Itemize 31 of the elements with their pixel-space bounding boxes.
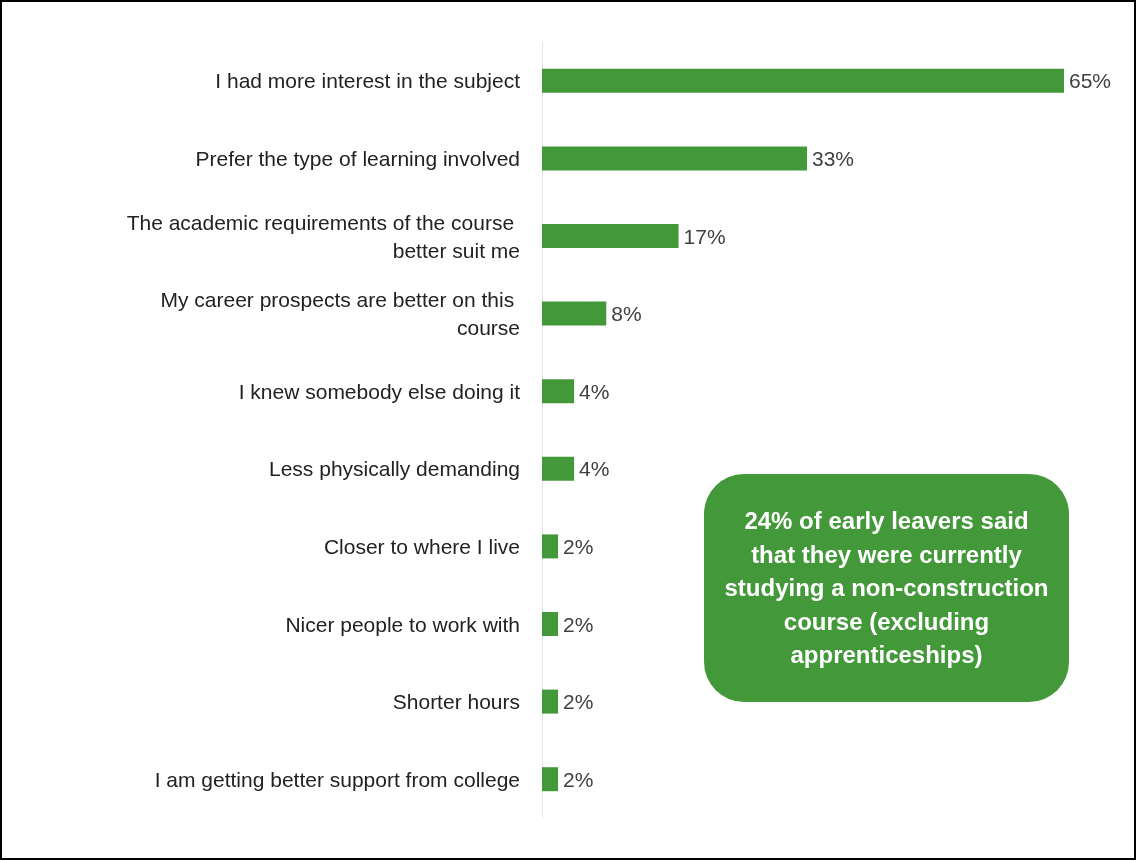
data-label: 33% xyxy=(812,146,855,170)
y-tick-label: Prefer the type of learning involved xyxy=(195,146,520,170)
bar xyxy=(542,301,607,326)
data-label: 2% xyxy=(563,690,594,714)
bar xyxy=(542,612,559,636)
bar xyxy=(542,534,559,559)
data-label: 2% xyxy=(563,612,594,636)
data-label: 2% xyxy=(563,534,594,558)
callout-box: 24% of early leavers said that they were currently studying a non-construction course (excluding apprenticeships) xyxy=(704,474,1069,702)
bar xyxy=(542,767,559,792)
data-label: 8% xyxy=(611,302,642,326)
y-tick-label: My career prospects are better on this course xyxy=(160,288,520,340)
bar xyxy=(542,146,808,171)
data-label: 4% xyxy=(579,379,610,403)
bar xyxy=(542,68,1064,93)
bar xyxy=(542,379,575,404)
y-tick-label: I am getting better support from college xyxy=(154,767,520,791)
y-tick-label: Less physically demanding xyxy=(269,457,520,481)
y-tick-label: Closer to where I live xyxy=(323,534,520,558)
y-tick-label: The academic requirements of the course better suit me xyxy=(126,210,520,262)
bar xyxy=(542,689,559,714)
y-tick-label: I had more interest in the subject xyxy=(215,69,521,93)
data-label: 2% xyxy=(563,767,594,791)
y-tick-label: I knew somebody else doing it xyxy=(238,379,521,403)
bar xyxy=(542,456,575,481)
data-label: 4% xyxy=(579,457,610,481)
data-label: 17% xyxy=(683,224,726,248)
y-tick-label: Nicer people to work with xyxy=(285,612,520,636)
y-tick-label: Shorter hours xyxy=(392,690,520,714)
data-label: 65% xyxy=(1069,69,1112,93)
bar xyxy=(542,224,679,248)
